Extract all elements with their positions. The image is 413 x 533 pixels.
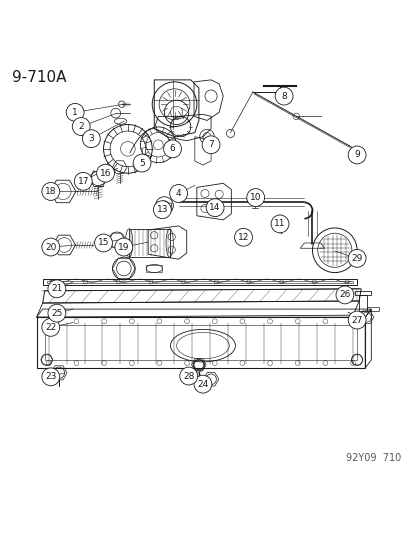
Text: 25: 25 (51, 309, 62, 318)
Circle shape (82, 130, 100, 148)
Text: 19: 19 (118, 243, 129, 252)
Text: 8: 8 (280, 92, 286, 101)
Circle shape (347, 311, 365, 329)
Circle shape (72, 118, 90, 135)
Circle shape (179, 367, 197, 385)
Text: 9: 9 (354, 150, 359, 159)
Circle shape (48, 280, 66, 298)
Text: 27: 27 (351, 316, 362, 325)
Text: 2: 2 (78, 122, 84, 131)
Text: 21: 21 (51, 284, 62, 293)
Circle shape (153, 201, 171, 219)
Text: 20: 20 (45, 243, 56, 252)
Text: 18: 18 (45, 187, 57, 196)
Text: 16: 16 (100, 168, 111, 177)
Circle shape (115, 238, 133, 256)
Text: 12: 12 (237, 233, 249, 242)
Circle shape (42, 368, 59, 386)
Circle shape (74, 172, 92, 190)
Circle shape (234, 228, 252, 246)
Circle shape (202, 136, 219, 154)
Circle shape (275, 87, 292, 105)
Text: 7: 7 (208, 140, 214, 149)
Circle shape (66, 103, 84, 121)
Circle shape (347, 249, 365, 268)
Circle shape (42, 238, 59, 256)
Circle shape (206, 199, 223, 216)
Circle shape (246, 189, 264, 206)
Text: 22: 22 (45, 323, 56, 332)
Text: 1: 1 (72, 108, 78, 117)
Circle shape (271, 215, 288, 233)
Circle shape (347, 146, 365, 164)
Text: 6: 6 (169, 144, 175, 154)
Text: 14: 14 (209, 203, 220, 212)
Circle shape (169, 184, 187, 203)
Circle shape (42, 318, 59, 336)
Text: 13: 13 (156, 205, 168, 214)
Text: 24: 24 (197, 379, 208, 389)
Circle shape (194, 375, 211, 393)
Text: 10: 10 (249, 193, 261, 202)
Text: 3: 3 (88, 134, 94, 143)
Text: 26: 26 (338, 290, 350, 300)
Text: 28: 28 (183, 372, 194, 381)
Text: 5: 5 (139, 158, 145, 167)
Text: 23: 23 (45, 373, 56, 381)
Text: 9-710A: 9-710A (12, 70, 66, 85)
Circle shape (42, 182, 59, 200)
Circle shape (163, 140, 181, 158)
Text: 29: 29 (351, 254, 362, 263)
Circle shape (96, 164, 114, 182)
Circle shape (335, 286, 353, 304)
Circle shape (95, 234, 112, 252)
Circle shape (133, 154, 151, 172)
Circle shape (48, 304, 66, 322)
Text: 15: 15 (97, 238, 109, 247)
Text: 17: 17 (77, 177, 89, 186)
Text: 11: 11 (274, 220, 285, 229)
Text: 4: 4 (176, 189, 181, 198)
Text: 92Y09  710: 92Y09 710 (346, 453, 401, 463)
